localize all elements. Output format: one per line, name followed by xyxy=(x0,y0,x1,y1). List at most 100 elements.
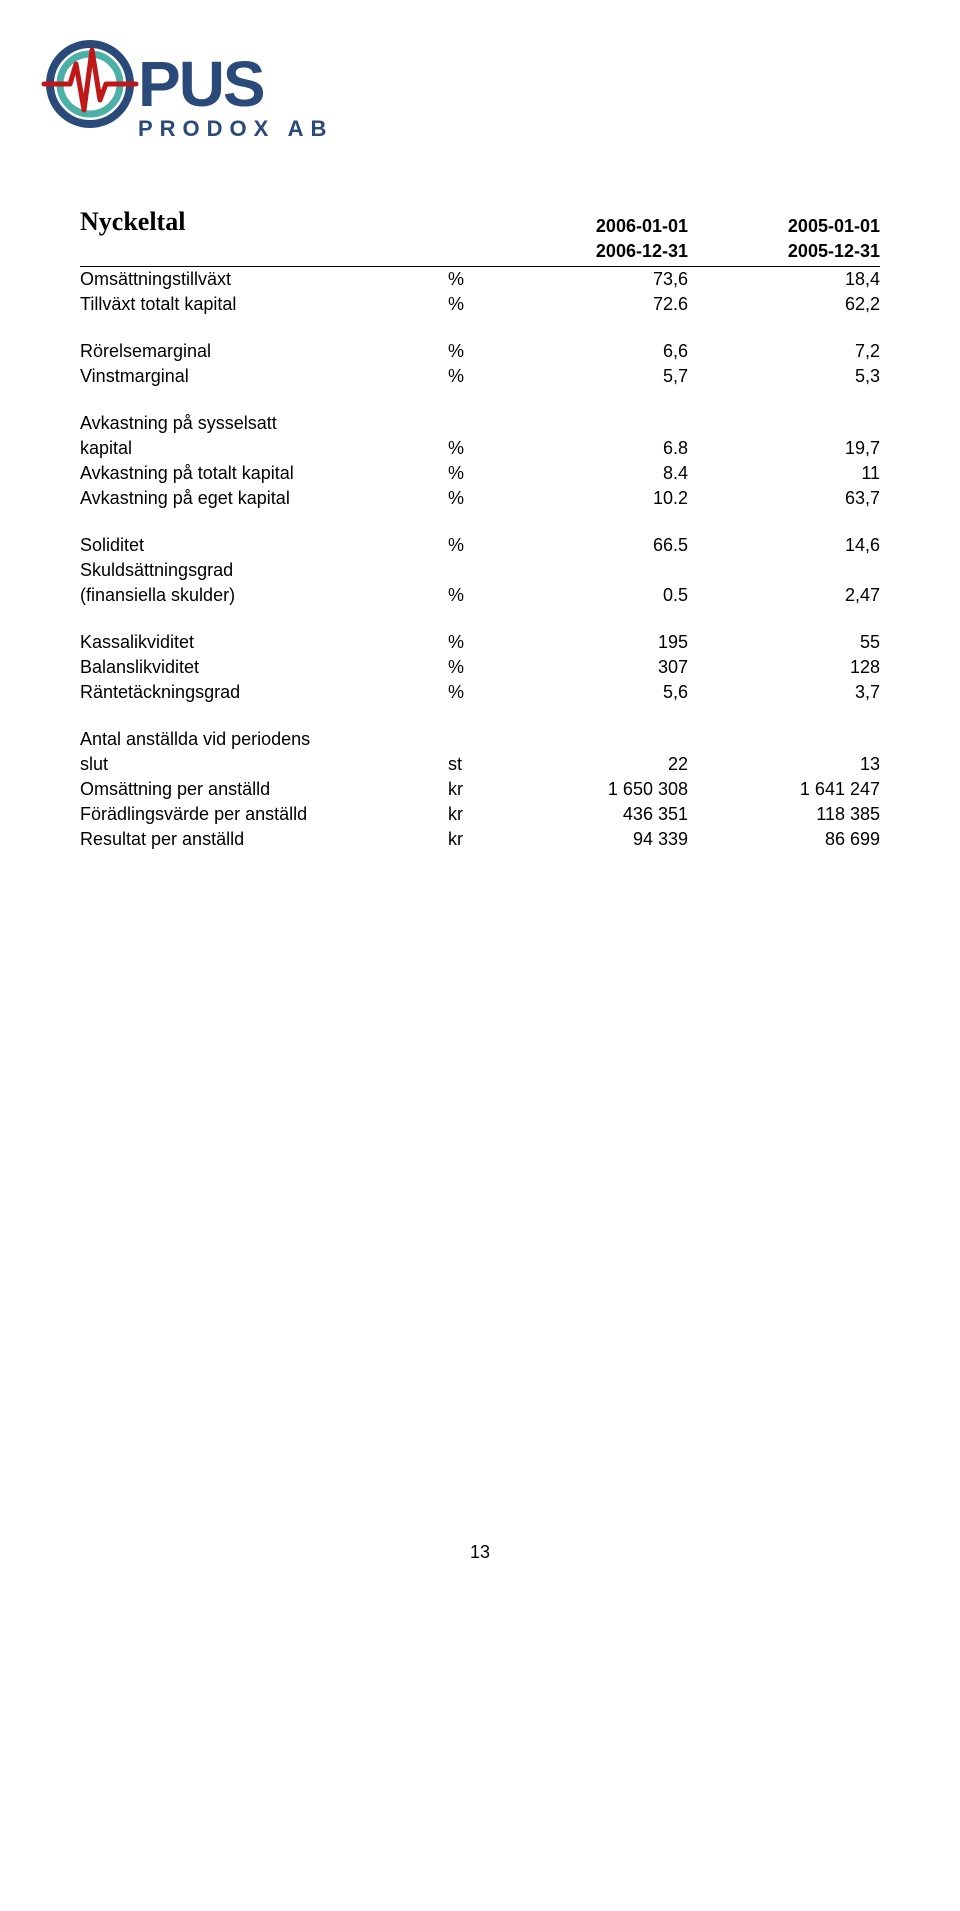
table-title: Nyckeltal xyxy=(80,207,185,236)
table-row: Räntetäckningsgrad % 5,6 3,7 xyxy=(80,680,880,705)
cell-unit: % xyxy=(448,364,496,389)
cell-unit: st xyxy=(448,752,496,777)
cell-unit: kr xyxy=(448,827,496,852)
table-row: Tillväxt totalt kapital % 72.6 62,2 xyxy=(80,292,880,317)
cell-value: 22 xyxy=(496,752,688,777)
cell-value: 7,2 xyxy=(688,339,880,364)
cell-value: 0.5 xyxy=(496,583,688,608)
table-row: Avkastning på eget kapital % 10.2 63,7 xyxy=(80,486,880,511)
period-2-start: 2005-01-01 xyxy=(688,205,880,239)
cell-value: 5,3 xyxy=(688,364,880,389)
cell-value: 13 xyxy=(688,752,880,777)
table-row: Avkastning på totalt kapital % 8.4 11 xyxy=(80,461,880,486)
cell-label: Tillväxt totalt kapital xyxy=(80,292,448,317)
cell-value: 1 641 247 xyxy=(688,777,880,802)
cell-unit: % xyxy=(448,267,496,293)
cell-value: 10.2 xyxy=(496,486,688,511)
cell-unit: % xyxy=(448,339,496,364)
cell-label: Räntetäckningsgrad xyxy=(80,680,448,705)
cell-label: Skuldsättningsgrad xyxy=(80,558,448,583)
cell-value: 128 xyxy=(688,655,880,680)
cell-label: Avkastning på eget kapital xyxy=(80,486,448,511)
table-row: Balanslikviditet % 307 128 xyxy=(80,655,880,680)
cell-value: 72.6 xyxy=(496,292,688,317)
cell-value: 19,7 xyxy=(688,436,880,461)
cell-value: 3,7 xyxy=(688,680,880,705)
cell-unit: % xyxy=(448,486,496,511)
cell-label: Avkastning på sysselsatt xyxy=(80,411,448,436)
table-row: Resultat per anställd kr 94 339 86 699 xyxy=(80,827,880,852)
key-figures-table: Nyckeltal 2006-01-01 2005-01-01 2006-12-… xyxy=(80,205,880,852)
cell-value: 14,6 xyxy=(688,533,880,558)
cell-value: 436 351 xyxy=(496,802,688,827)
table-row: Omsättningstillväxt % 73,6 18,4 xyxy=(80,267,880,293)
cell-value: 8.4 xyxy=(496,461,688,486)
period-1-start: 2006-01-01 xyxy=(496,205,688,239)
cell-value: 6.8 xyxy=(496,436,688,461)
cell-label: Omsättningstillväxt xyxy=(80,267,448,293)
cell-label: (finansiella skulder) xyxy=(80,583,448,608)
company-logo: PUS PRODOX AB xyxy=(40,40,880,155)
cell-unit: % xyxy=(448,630,496,655)
period-2-end: 2005-12-31 xyxy=(688,239,880,264)
svg-text:PRODOX AB: PRODOX AB xyxy=(138,116,333,141)
cell-value: 73,6 xyxy=(496,267,688,293)
table-row: Avkastning på sysselsatt xyxy=(80,411,880,436)
cell-unit: % xyxy=(448,292,496,317)
cell-value: 94 339 xyxy=(496,827,688,852)
table-row: Kassalikviditet % 195 55 xyxy=(80,630,880,655)
table-row: (finansiella skulder) % 0.5 2,47 xyxy=(80,583,880,608)
cell-value: 118 385 xyxy=(688,802,880,827)
cell-value: 62,2 xyxy=(688,292,880,317)
cell-label: Vinstmarginal xyxy=(80,364,448,389)
cell-value: 66.5 xyxy=(496,533,688,558)
cell-value: 2,47 xyxy=(688,583,880,608)
table-row: Antal anställda vid periodens xyxy=(80,727,880,752)
cell-unit: % xyxy=(448,436,496,461)
cell-value: 11 xyxy=(688,461,880,486)
cell-value: 6,6 xyxy=(496,339,688,364)
cell-label: Kassalikviditet xyxy=(80,630,448,655)
opus-logo-svg: PUS PRODOX AB xyxy=(40,40,380,150)
cell-unit: % xyxy=(448,583,496,608)
table-row: kapital % 6.8 19,7 xyxy=(80,436,880,461)
cell-label: kapital xyxy=(80,436,448,461)
cell-value: 55 xyxy=(688,630,880,655)
cell-label: Antal anställda vid periodens xyxy=(80,727,448,752)
cell-unit: % xyxy=(448,461,496,486)
cell-label: slut xyxy=(80,752,448,777)
cell-value: 18,4 xyxy=(688,267,880,293)
cell-value: 63,7 xyxy=(688,486,880,511)
table-row: Vinstmarginal % 5,7 5,3 xyxy=(80,364,880,389)
cell-unit: % xyxy=(448,655,496,680)
cell-unit: kr xyxy=(448,802,496,827)
table-row: Skuldsättningsgrad xyxy=(80,558,880,583)
table-row: Förädlingsvärde per anställd kr 436 351 … xyxy=(80,802,880,827)
cell-value: 195 xyxy=(496,630,688,655)
table-header-row-2: 2006-12-31 2005-12-31 xyxy=(80,239,880,264)
cell-label: Resultat per anställd xyxy=(80,827,448,852)
cell-value: 1 650 308 xyxy=(496,777,688,802)
cell-unit: kr xyxy=(448,777,496,802)
table-row: slut st 22 13 xyxy=(80,752,880,777)
page-number: 13 xyxy=(80,1542,880,1563)
cell-label: Rörelsemarginal xyxy=(80,339,448,364)
table-row: Omsättning per anställd kr 1 650 308 1 6… xyxy=(80,777,880,802)
svg-text:PUS: PUS xyxy=(138,48,264,120)
table-header-row-1: Nyckeltal 2006-01-01 2005-01-01 xyxy=(80,205,880,239)
table-row: Soliditet % 66.5 14,6 xyxy=(80,533,880,558)
cell-unit: % xyxy=(448,533,496,558)
cell-label: Omsättning per anställd xyxy=(80,777,448,802)
cell-unit: % xyxy=(448,680,496,705)
cell-value: 86 699 xyxy=(688,827,880,852)
cell-value: 5,6 xyxy=(496,680,688,705)
cell-value: 5,7 xyxy=(496,364,688,389)
cell-value: 307 xyxy=(496,655,688,680)
cell-label: Balanslikviditet xyxy=(80,655,448,680)
table-row: Rörelsemarginal % 6,6 7,2 xyxy=(80,339,880,364)
cell-label: Avkastning på totalt kapital xyxy=(80,461,448,486)
period-1-end: 2006-12-31 xyxy=(496,239,688,264)
cell-label: Förädlingsvärde per anställd xyxy=(80,802,448,827)
cell-label: Soliditet xyxy=(80,533,448,558)
document-page: PUS PRODOX AB Nyckeltal 2006-01-01 2005-… xyxy=(0,0,960,1563)
